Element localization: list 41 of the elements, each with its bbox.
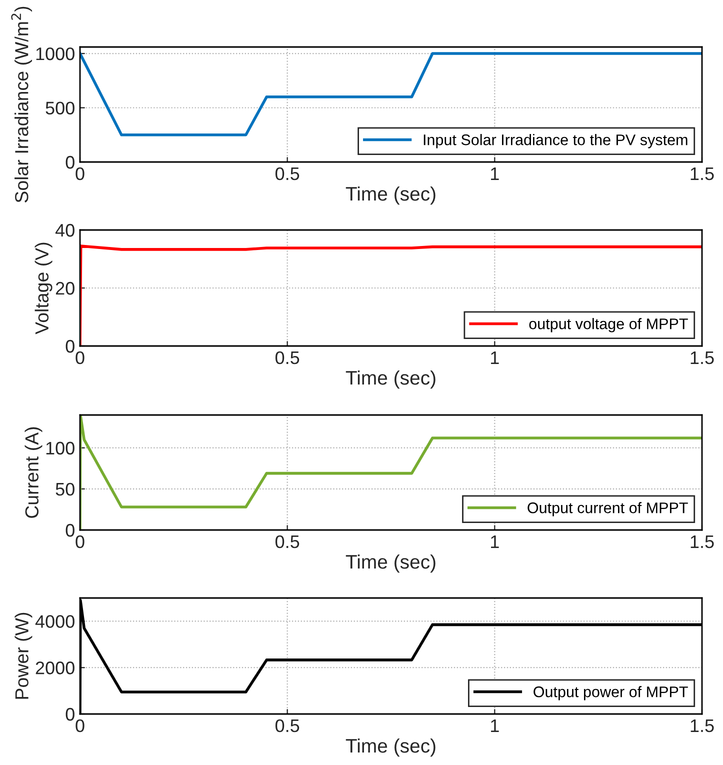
- y-tick-label: 0: [66, 708, 74, 721]
- y-tick-label: 1000: [36, 47, 74, 60]
- line-series: [80, 415, 702, 530]
- x-tick-label: 1: [491, 168, 499, 180]
- y-tick-label: 20: [56, 282, 74, 295]
- legend-label: Output power of MPPT: [534, 686, 688, 700]
- x-tick-label: 1.5: [690, 168, 714, 180]
- x-axis-title: Time (sec): [346, 186, 436, 205]
- x-tick-label: 0.5: [275, 535, 300, 548]
- y-tick-label: 0: [66, 524, 74, 537]
- y-tick-label: 500: [46, 102, 74, 114]
- y-tick-label: 50: [56, 482, 74, 496]
- x-tick-label: 1: [491, 536, 499, 548]
- y-tick-label: 4000: [35, 615, 74, 628]
- x-tick-label: 0: [76, 167, 84, 180]
- legend-label: Input Solar Irradiance to the PV system: [424, 134, 688, 148]
- x-tick-label: 0: [76, 719, 84, 732]
- legend-label: output voltage of MPPT: [529, 318, 688, 332]
- y-axis-title: Solar Irradiance (W/m$^{2}$): [11, 6, 32, 202]
- x-tick-label: 1.5: [690, 352, 714, 364]
- y-tick-label: 0: [66, 156, 74, 169]
- x-tick-label: 0: [76, 535, 84, 548]
- x-tick-label: 1: [491, 720, 499, 732]
- y-axis-title: Voltage (V): [34, 242, 52, 334]
- x-axis-title: Time (sec): [346, 738, 436, 757]
- x-axis-title: Time (sec): [346, 370, 436, 389]
- x-tick-label: 1.5: [690, 536, 714, 548]
- y-tick-label: 0: [66, 340, 74, 353]
- y-tick-label: 100: [46, 442, 74, 455]
- y-axis-title: Power (W): [14, 612, 32, 699]
- x-tick-label: 0.5: [275, 351, 300, 364]
- x-tick-label: 0.5: [275, 719, 300, 732]
- x-tick-label: 0.5: [275, 167, 300, 180]
- x-axis-title: Time (sec): [346, 554, 436, 573]
- y-tick-label: 40: [55, 224, 74, 237]
- x-tick-label: 1: [491, 352, 499, 364]
- x-tick-label: 0: [76, 351, 84, 364]
- y-axis-title: Current (A): [24, 427, 42, 518]
- y-tick-label: 2000: [36, 662, 74, 674]
- x-tick-label: 1.5: [690, 720, 714, 732]
- legend-label: Output current of MPPT: [528, 502, 688, 516]
